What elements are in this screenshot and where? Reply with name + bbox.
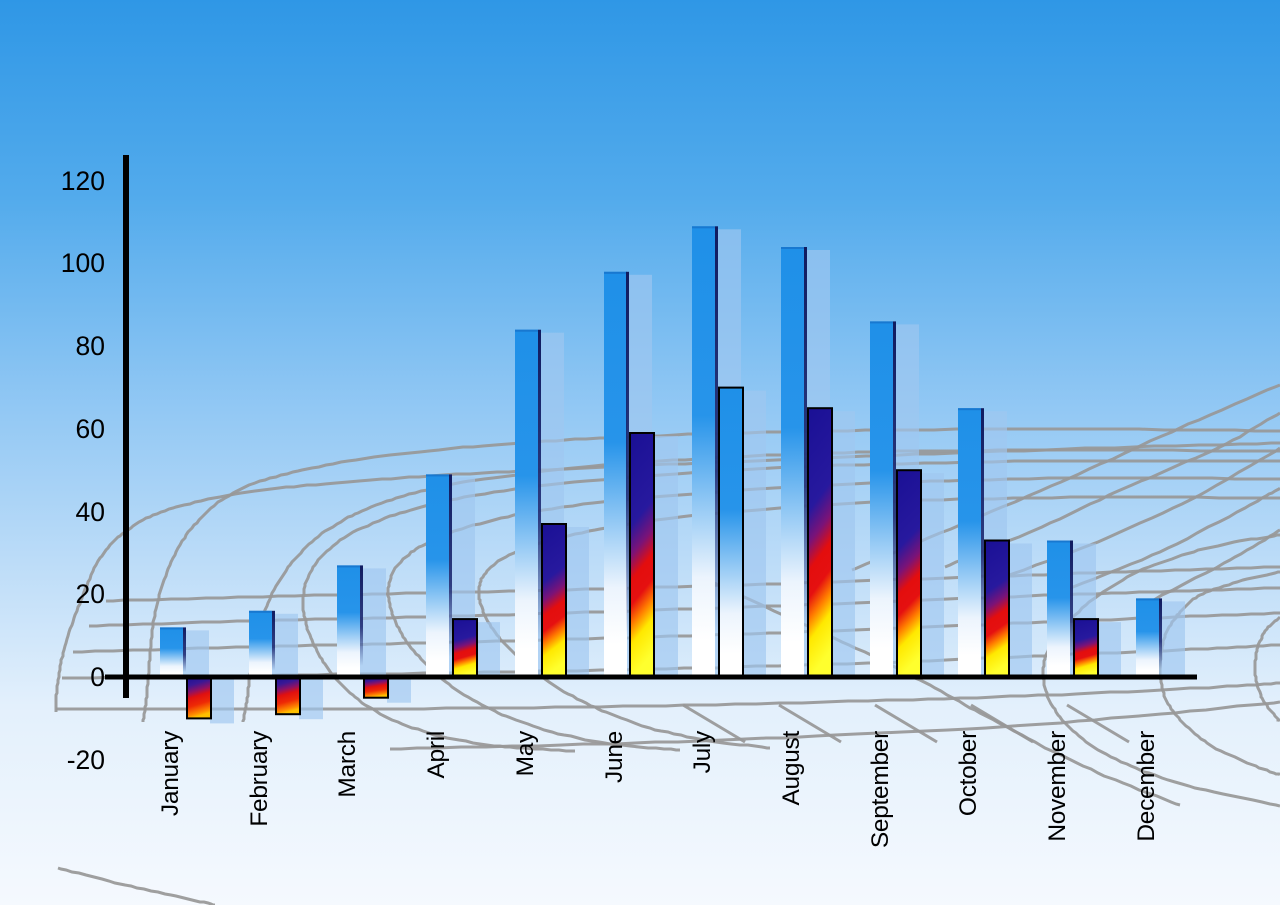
svg-text:October: October <box>955 731 982 816</box>
svg-text:80: 80 <box>76 331 105 361</box>
svg-text:July: July <box>689 730 716 773</box>
svg-text:August: August <box>778 731 805 806</box>
svg-text:June: June <box>601 731 628 783</box>
svg-text:100: 100 <box>61 248 105 278</box>
svg-text:April: April <box>423 731 450 779</box>
svg-text:40: 40 <box>76 497 105 527</box>
svg-text:-20: -20 <box>67 745 105 775</box>
svg-text:May: May <box>512 730 539 776</box>
svg-text:0: 0 <box>90 662 105 692</box>
svg-text:120: 120 <box>61 166 105 196</box>
svg-text:March: March <box>334 731 361 798</box>
svg-text:September: September <box>867 731 894 848</box>
svg-text:February: February <box>246 730 273 827</box>
svg-text:60: 60 <box>76 414 105 444</box>
svg-text:January: January <box>157 730 184 816</box>
svg-text:November: November <box>1044 731 1071 842</box>
svg-text:20: 20 <box>76 579 105 609</box>
svg-text:December: December <box>1133 731 1160 842</box>
